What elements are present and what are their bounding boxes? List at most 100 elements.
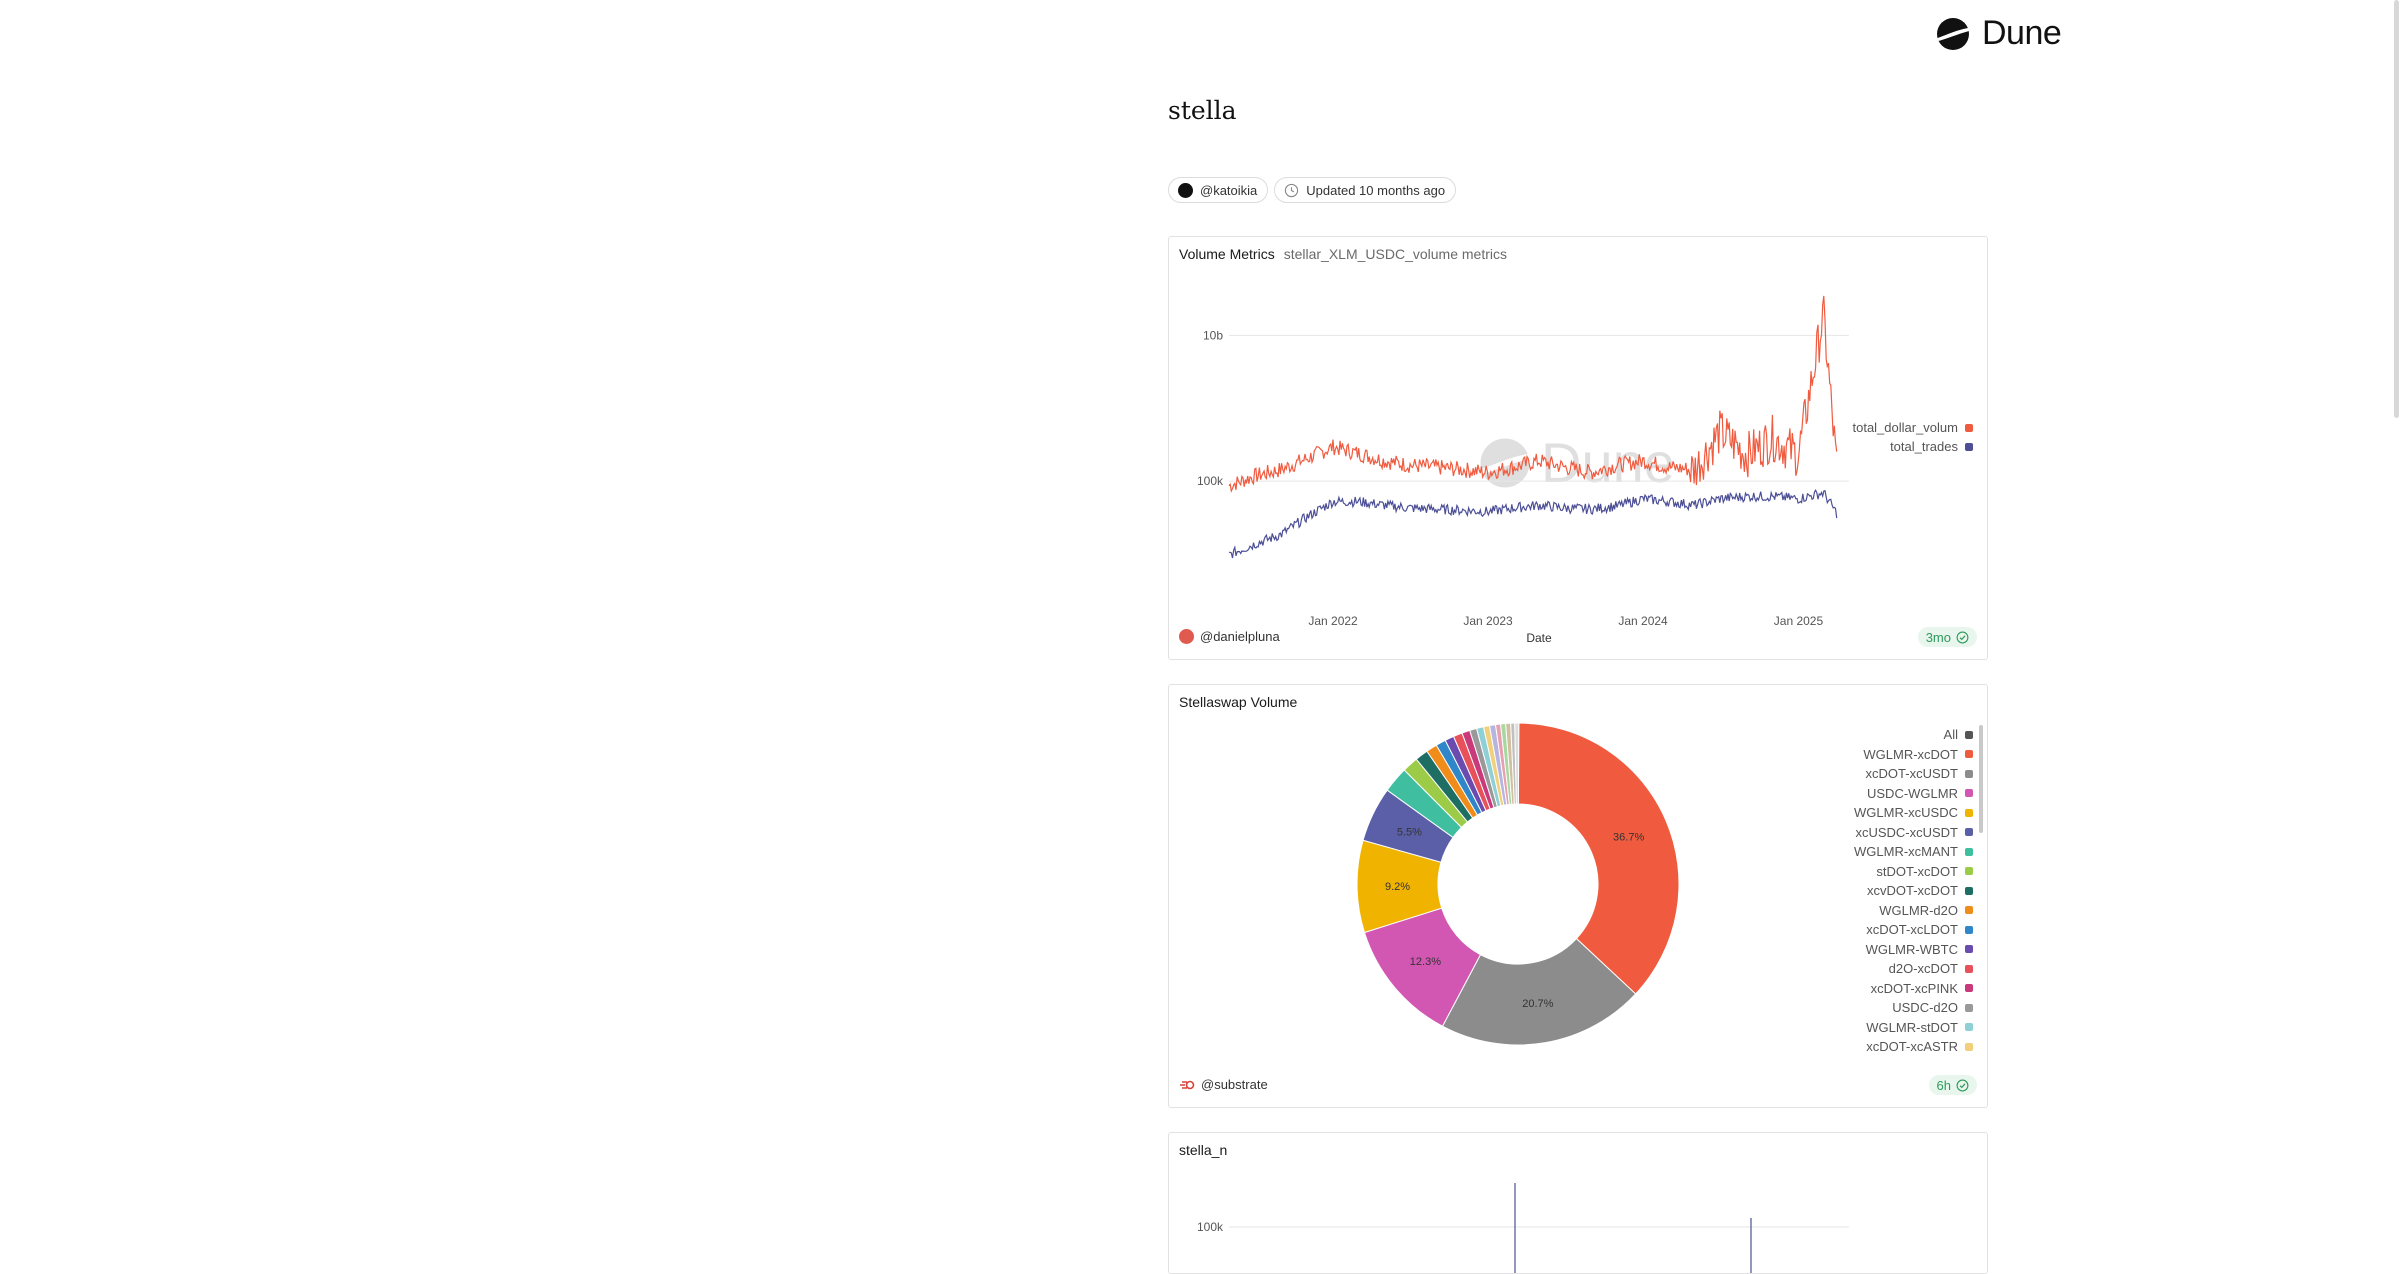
card-title[interactable]: Stellaswap Volume bbox=[1179, 694, 1298, 710]
query-author[interactable]: @substrate bbox=[1179, 1077, 1268, 1092]
freshness-text: 3mo bbox=[1925, 629, 1951, 645]
card-title[interactable]: stella_n bbox=[1179, 1142, 1228, 1158]
pie-slice[interactable] bbox=[1441, 937, 1637, 1046]
legend-item[interactable]: xcDOT-xcLDOT bbox=[1866, 922, 1973, 937]
volume-line-chart: 100k 10b Jan 2022 Jan 2023 Jan 2024 Jan 2025 D… bbox=[1197, 295, 1849, 645]
legend-label: total_trades bbox=[1890, 439, 1958, 454]
slice-label: 5.5% bbox=[1397, 827, 1422, 839]
legend-label: total_dollar_volum bbox=[1852, 420, 1958, 435]
freshness-badge[interactable]: 6h bbox=[1928, 1075, 1977, 1095]
series-line-total_trades[interactable] bbox=[1228, 488, 1838, 559]
legend-label: xcDOT-xcPINK bbox=[1870, 980, 1958, 996]
dune-logo-icon bbox=[1937, 17, 1969, 50]
avatar bbox=[1179, 629, 1194, 644]
clock-icon bbox=[1285, 183, 1299, 197]
legend-item[interactable]: xcDOT-xcPINK bbox=[1871, 981, 1973, 996]
updated-pill: Updated 10 months ago bbox=[1274, 177, 1457, 203]
legend-item[interactable]: USDC-d2O bbox=[1892, 1000, 1973, 1015]
slice-label: 36.7% bbox=[1613, 831, 1644, 843]
legend-item[interactable]: WGLMR-stDOT bbox=[1866, 1020, 1973, 1035]
legend-item[interactable]: WGLMR-d2O bbox=[1879, 903, 1973, 918]
dune-logo[interactable]: Dune bbox=[1936, 14, 2062, 53]
freshness-badge[interactable]: 3mo bbox=[1917, 627, 1977, 647]
page-title: stella bbox=[1168, 96, 1237, 125]
legend-item[interactable]: xcvDOT-xcDOT bbox=[1867, 883, 1973, 898]
legend-label: All bbox=[1943, 727, 1958, 742]
legend-label: WGLMR-xcDOT bbox=[1863, 746, 1958, 762]
y-tick-label: 10b bbox=[1203, 328, 1223, 342]
legend-swatch bbox=[1965, 769, 1973, 778]
updated-text: Updated 10 months ago bbox=[1306, 182, 1446, 198]
legend-item[interactable]: d2O-xcDOT bbox=[1889, 961, 1973, 976]
card-header: stella_n bbox=[1179, 1142, 1227, 1158]
legend-item[interactable]: WGLMR-xcDOT bbox=[1863, 747, 1973, 762]
legend-label: xcDOT-xcUSDT bbox=[1865, 766, 1958, 781]
legend-swatch bbox=[1965, 828, 1973, 836]
legend-item[interactable]: USDC-WGLMR bbox=[1867, 786, 1973, 801]
pie-slice[interactable] bbox=[1517, 722, 1680, 995]
legend-swatch bbox=[1965, 906, 1973, 914]
check-circle-icon bbox=[1956, 1079, 1969, 1091]
brand-name: Dune bbox=[1982, 14, 2062, 52]
legend-swatch bbox=[1965, 925, 1973, 934]
author-pill[interactable]: @katoikia bbox=[1168, 177, 1269, 203]
legend-label: WGLMR-WBTC bbox=[1865, 941, 1958, 957]
legend-item[interactable]: stDOT-xcDOT bbox=[1876, 864, 1973, 879]
card-subtitle: stellar_XLM_USDC_volume metrics bbox=[1283, 246, 1507, 262]
legend-item[interactable]: WGLMR-xcMANT bbox=[1854, 844, 1973, 859]
legend-label: WGLMR-d2O bbox=[1879, 902, 1958, 918]
legend-item[interactable]: WGLMR-xcUSDC bbox=[1854, 805, 1973, 820]
series-line-total_dollar_volum[interactable] bbox=[1228, 295, 1838, 493]
author-name: @katoikia bbox=[1200, 182, 1258, 198]
legend-scrollbar[interactable] bbox=[1979, 725, 1983, 833]
legend-label: USDC-d2O bbox=[1892, 1000, 1958, 1015]
legend-label: WGLMR-xcMANT bbox=[1854, 844, 1958, 859]
legend-label: xcvDOT-xcDOT bbox=[1867, 883, 1958, 898]
x-tick-label: Jan 2024 bbox=[1618, 614, 1668, 628]
legend-swatch bbox=[1965, 442, 1973, 451]
legend-item[interactable]: xcDOT-xcUSDT bbox=[1866, 766, 1973, 781]
x-tick-label: Jan 2023 bbox=[1463, 614, 1513, 628]
legend-swatch bbox=[1965, 423, 1973, 432]
legend-label: USDC-WGLMR bbox=[1867, 785, 1958, 801]
page-scrollbar[interactable] bbox=[2394, 0, 2399, 418]
x-tick-label: Jan 2025 bbox=[1774, 614, 1824, 628]
legend-swatch bbox=[1965, 847, 1973, 856]
legend-item[interactable]: All bbox=[1944, 727, 1973, 742]
legend-label: WGLMR-xcUSDC bbox=[1854, 805, 1958, 820]
author-name: @substrate bbox=[1201, 1077, 1268, 1092]
legend-swatch bbox=[1965, 1042, 1973, 1051]
legend-swatch bbox=[1965, 964, 1973, 973]
legend-item[interactable]: xcDOT-xcASTR bbox=[1866, 1039, 1973, 1054]
stella-n-card: stella_n 100k bbox=[1168, 1132, 1988, 1274]
substrate-avatar-icon bbox=[1180, 1080, 1195, 1089]
freshness-text: 6h bbox=[1936, 1077, 1951, 1093]
legend-item-total-dollar-volume[interactable]: total_dollar_volum bbox=[1852, 420, 1973, 435]
stellaswap-volume-card: Stellaswap Volume 36.7% 20.7% 12.3% 9.2% 5.5… bbox=[1168, 684, 1988, 1108]
legend-swatch bbox=[1965, 984, 1973, 992]
legend-swatch bbox=[1965, 886, 1973, 895]
legend-label: stDOT-xcDOT bbox=[1876, 863, 1958, 879]
slice-label: 12.3% bbox=[1410, 956, 1441, 968]
card-title[interactable]: Volume Metrics bbox=[1179, 246, 1275, 262]
stella-n-chart: 100k bbox=[1197, 1183, 1849, 1273]
pie-slice[interactable] bbox=[1514, 722, 1520, 805]
legend-swatch bbox=[1965, 750, 1973, 758]
card-header: Stellaswap Volume bbox=[1179, 694, 1297, 710]
legend-label: xcDOT-xcASTR bbox=[1866, 1039, 1958, 1054]
card-header: Volume Metrics stellar_XLM_USDC_volume m… bbox=[1179, 246, 1507, 262]
volume-metrics-card: Volume Metrics stellar_XLM_USDC_volume m… bbox=[1168, 236, 1988, 660]
legend-item-total-trades[interactable]: total_trades bbox=[1890, 439, 1973, 454]
stellaswap-donut-chart: 36.7% 20.7% 12.3% 9.2% 5.5% bbox=[1356, 722, 1680, 1046]
check-circle-icon bbox=[1956, 631, 1969, 643]
legend-label: xcUSDC-xcUSDT bbox=[1855, 824, 1958, 840]
legend-label: WGLMR-stDOT bbox=[1866, 1019, 1958, 1035]
legend-swatch bbox=[1965, 789, 1973, 797]
legend-item[interactable]: xcUSDC-xcUSDT bbox=[1855, 825, 1973, 840]
author-name: @danielpluna bbox=[1200, 629, 1280, 644]
query-author[interactable]: @danielpluna bbox=[1179, 629, 1280, 644]
x-tick-label: Jan 2022 bbox=[1308, 614, 1358, 628]
legend-label: xcDOT-xcLDOT bbox=[1866, 922, 1958, 937]
slice-label: 20.7% bbox=[1522, 998, 1553, 1010]
legend-item[interactable]: WGLMR-WBTC bbox=[1866, 942, 1973, 957]
